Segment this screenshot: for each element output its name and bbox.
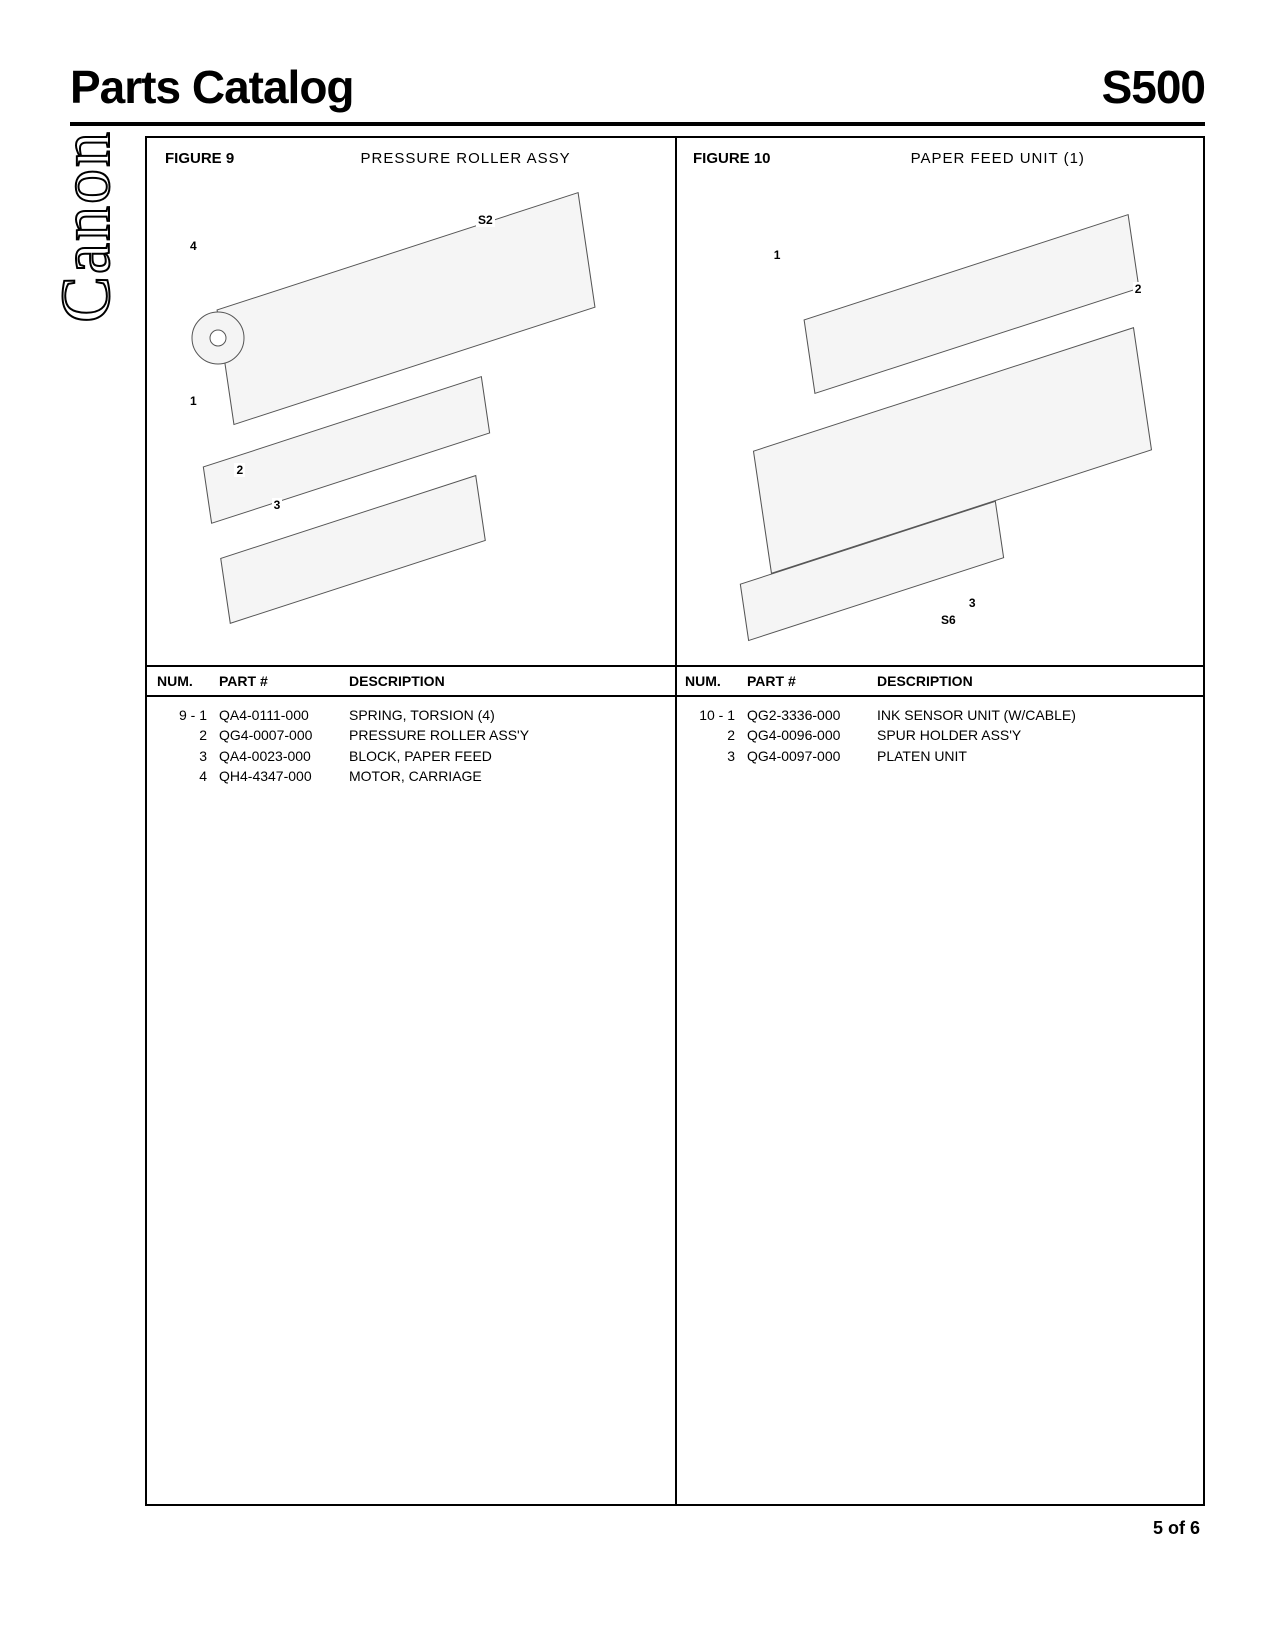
table-row: 10 - 1 QG2-3336-000 INK SENSOR UNIT (W/C… (685, 705, 1193, 725)
figure-title: PAPER FEED UNIT (1) (811, 150, 1185, 167)
col-header-desc: DESCRIPTION (877, 673, 1193, 689)
table-row: 3 QA4-0023-000 BLOCK, PAPER FEED (157, 746, 665, 766)
col-header-part: PART # (747, 673, 877, 689)
figure-title: PRESSURE ROLLER ASSY (274, 150, 657, 167)
cell-num: 2 (157, 725, 219, 745)
table-row: 9 - 1 QA4-0111-000 SPRING, TORSION (4) (157, 705, 665, 725)
figure-heading: FIGURE 9 PRESSURE ROLLER ASSY (147, 138, 675, 175)
parts-table-header: NUM. PART # DESCRIPTION (675, 665, 1203, 697)
brand-logo: Canon (55, 130, 118, 323)
cell-num: 3 (157, 746, 219, 766)
callout-label: 2 (1133, 282, 1144, 296)
col-header-num: NUM. (157, 673, 219, 689)
cell-num: 4 (157, 766, 219, 786)
table-row: 2 QG4-0007-000 PRESSURE ROLLER ASS'Y (157, 725, 665, 745)
table-row: 2 QG4-0096-000 SPUR HOLDER ASS'Y (685, 725, 1193, 745)
parts-table-header: NUM. PART # DESCRIPTION (147, 665, 675, 697)
cell-desc: BLOCK, PAPER FEED (349, 746, 665, 766)
page-header: Parts Catalog S500 (70, 60, 1205, 126)
figure-panel-left: FIGURE 9 PRESSURE ROLLER ASSY 4 S2 1 2 3… (147, 138, 675, 1504)
figure-label: FIGURE 10 (693, 150, 771, 167)
cell-part: QH4-4347-000 (219, 766, 349, 786)
diagram-area: 1 2 3 S6 (675, 175, 1203, 665)
cell-desc: PLATEN UNIT (877, 746, 1193, 766)
callout-label: 2 (234, 463, 245, 477)
col-header-desc: DESCRIPTION (349, 673, 665, 689)
diagram-area: 4 S2 1 2 3 (147, 175, 675, 665)
cell-part: QA4-0023-000 (219, 746, 349, 766)
exploded-diagram-icon: 1 2 3 S6 (707, 204, 1172, 635)
exploded-diagram-icon: 4 S2 1 2 3 (179, 204, 644, 635)
cell-num: 9 - 1 (157, 705, 219, 725)
col-header-part: PART # (219, 673, 349, 689)
cell-part: QG4-0007-000 (219, 725, 349, 745)
table-row: 4 QH4-4347-000 MOTOR, CARRIAGE (157, 766, 665, 786)
motor-icon (188, 308, 248, 368)
cell-desc: PRESSURE ROLLER ASS'Y (349, 725, 665, 745)
cell-desc: SPUR HOLDER ASS'Y (877, 725, 1193, 745)
page-number: 5 of 6 (70, 1518, 1200, 1539)
content-frame: FIGURE 9 PRESSURE ROLLER ASSY 4 S2 1 2 3… (145, 136, 1205, 1506)
callout-label: 3 (272, 498, 283, 512)
cell-num: 10 - 1 (685, 705, 747, 725)
callout-label: 3 (967, 596, 978, 610)
figure-panel-right: FIGURE 10 PAPER FEED UNIT (1) 1 2 3 S6 N… (675, 138, 1203, 1504)
parts-table-body: 9 - 1 QA4-0111-000 SPRING, TORSION (4) 2… (147, 697, 675, 1504)
parts-table-body: 10 - 1 QG2-3336-000 INK SENSOR UNIT (W/C… (675, 697, 1203, 1504)
figure-label: FIGURE 9 (165, 150, 234, 167)
cell-num: 2 (685, 725, 747, 745)
cell-part: QG4-0096-000 (747, 725, 877, 745)
cell-part: QA4-0111-000 (219, 705, 349, 725)
callout-label: 4 (188, 239, 199, 253)
table-row: 3 QG4-0097-000 PLATEN UNIT (685, 746, 1193, 766)
cell-num: 3 (685, 746, 747, 766)
cell-part: QG4-0097-000 (747, 746, 877, 766)
header-model: S500 (1102, 60, 1205, 114)
callout-label: 1 (772, 248, 783, 262)
callout-label: S2 (476, 213, 495, 227)
col-header-num: NUM. (685, 673, 747, 689)
figure-heading: FIGURE 10 PAPER FEED UNIT (1) (675, 138, 1203, 175)
cell-part: QG2-3336-000 (747, 705, 877, 725)
callout-label: 1 (188, 394, 199, 408)
header-title: Parts Catalog (70, 60, 354, 114)
cell-desc: INK SENSOR UNIT (W/CABLE) (877, 705, 1193, 725)
callout-label: S6 (939, 613, 958, 627)
cell-desc: MOTOR, CARRIAGE (349, 766, 665, 786)
cell-desc: SPRING, TORSION (4) (349, 705, 665, 725)
